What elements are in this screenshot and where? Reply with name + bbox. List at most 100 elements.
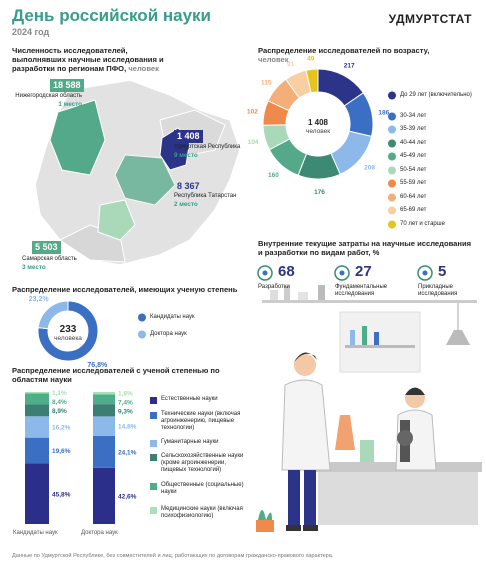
value-label: 24,1% [118, 449, 137, 456]
bar-segment [93, 392, 115, 395]
year: 2024 год [12, 27, 50, 37]
illustration [256, 285, 482, 532]
cost-icon [334, 265, 350, 281]
costs-title: Внутренние текущие затраты на научные ис… [258, 239, 472, 258]
fields-title: Распределение исследователей с ученой ст… [12, 366, 220, 385]
brand: УДМУРТСТАТ [388, 12, 472, 26]
bar-segment [93, 435, 115, 468]
value-label: 76,8% [87, 362, 108, 369]
value-label: 217 [344, 63, 355, 70]
value-label: 1,8% [118, 391, 133, 398]
cost-icon-dot [422, 270, 428, 276]
legend-label: 50-54 лет [400, 167, 427, 173]
value-label: 23,2% [29, 296, 50, 303]
legend-label: Общественные (социальные) науки [161, 482, 244, 496]
legend-swatch [388, 220, 396, 229]
legend-swatch [150, 483, 157, 490]
cost-icon-dot [339, 270, 345, 276]
center-value: 233 [60, 324, 77, 335]
region-name: Удмуртская Республика [174, 144, 241, 150]
value-label: 186 [378, 110, 389, 117]
region-name: Самарская область [22, 256, 77, 262]
region-value: 18 588 [50, 79, 84, 92]
value-label: 176 [314, 189, 325, 196]
legend-swatch [388, 166, 396, 175]
value-label: 16,2% [52, 424, 71, 431]
value-label: 115 [261, 79, 272, 86]
value-label: 208 [364, 165, 375, 172]
legend-swatch [388, 206, 396, 215]
age-title: Распределение исследователей по возрасту… [258, 46, 458, 64]
cost-value: 27 [355, 263, 372, 280]
value-label: 42,6% [118, 493, 137, 500]
value-label: 104 [248, 139, 259, 146]
age-unit: человек [258, 55, 289, 65]
bar-segment [25, 463, 49, 524]
legend-label: Гуманитарные науки [161, 439, 219, 445]
legend-label: 55-59 лет [400, 180, 427, 186]
region-rank: 2 место [174, 201, 198, 208]
bar-segment [93, 467, 115, 524]
legend-swatch [150, 397, 157, 404]
legend-swatch [150, 440, 157, 447]
cost-icon [257, 265, 273, 281]
age-title-text: Распределение исследователей по возрасту… [258, 46, 430, 55]
legend-swatch [388, 125, 396, 134]
value-label: 45,8% [52, 491, 71, 498]
region-value: 1 408 [174, 130, 203, 143]
legend-label: 35-39 лет [400, 126, 427, 132]
bar-segment [25, 404, 49, 417]
legend-swatch [388, 139, 396, 148]
bar-segment [25, 437, 49, 464]
title: День российской науки [12, 6, 212, 25]
donut-segment [37, 300, 69, 330]
legend-swatch [138, 313, 146, 322]
cost-value: 68 [278, 263, 295, 280]
legend-label: До 29 лет (включительно) [400, 92, 472, 98]
bar-segment [93, 416, 115, 436]
value-label: 102 [247, 108, 258, 115]
legend-swatch [150, 412, 157, 419]
x-tick-label: Кандидаты наук [13, 530, 58, 536]
legend-swatch [150, 507, 157, 514]
cost-label: Разработки [258, 284, 290, 290]
legend-label: Сельскохозяйственные науки (кроме агроин… [161, 453, 244, 474]
degree-title: Распределение исследователей, имеющих уч… [12, 285, 238, 294]
map-title-text: Численность исследователей, выполнявших … [12, 46, 164, 74]
donut-segment [37, 300, 99, 362]
value-label: 8,4% [52, 399, 67, 406]
legend-swatch [388, 193, 396, 202]
region-name: Республика Татарстан [174, 193, 237, 199]
legend-label: Технические науки (включая агроинженерию… [161, 411, 241, 432]
region-rank: 9 место [174, 152, 198, 159]
legend-swatch [388, 152, 396, 161]
cost-label: Прикладные исследования [418, 284, 458, 298]
bar-segment [25, 393, 49, 405]
center-label: человека [54, 335, 82, 342]
legend-label: 40-44 лет [400, 140, 427, 146]
legend-label: 65-69 лет [400, 207, 427, 213]
value-label: 9,3% [118, 409, 133, 416]
map-unit: человек [128, 64, 159, 74]
bar-segment [25, 416, 49, 438]
legend-label: 70 лет и старше [400, 221, 445, 227]
donut-segment [305, 68, 319, 94]
legend-label: Естественные науки [161, 396, 218, 402]
legend-swatch [388, 91, 396, 100]
legend-label: 30-34 лет [400, 113, 427, 119]
legend-label: Доктора наук [150, 331, 187, 337]
legend-label: Медицинские науки (включая психофизиолог… [161, 506, 243, 520]
center-label: человек [306, 128, 330, 135]
value-label: 160 [268, 172, 279, 179]
cost-icon-dot [262, 270, 268, 276]
x-tick-label: Доктора наук [81, 530, 118, 536]
bar-segment [93, 394, 115, 405]
legend-label: 45-49 лет [400, 153, 427, 159]
cost-label: Фундаментальные исследования [335, 284, 388, 298]
map-title: Численность исследователей, выполнявших … [12, 46, 182, 73]
legend-label: 60-64 лет [400, 194, 427, 200]
value-label: 19,6% [52, 448, 71, 455]
legend-label: Кандидаты наук [150, 314, 195, 320]
value-label: 14,8% [118, 424, 137, 431]
